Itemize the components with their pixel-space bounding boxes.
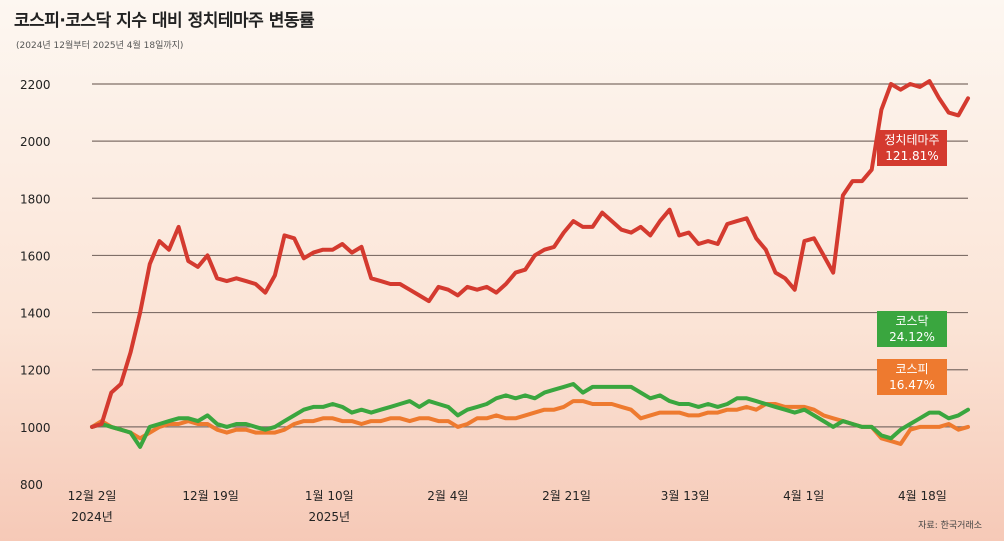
x-tick-label: 2월 21일 <box>542 489 591 503</box>
y-tick-label: 800 <box>20 478 43 492</box>
y-tick-label: 1400 <box>20 307 51 321</box>
label-kosdaq: 코스닥 24.12% <box>877 311 947 347</box>
y-tick-label: 1000 <box>20 421 51 435</box>
label-kosdaq-name: 코스닥 <box>895 314 929 328</box>
label-kospi-name: 코스피 <box>895 362 929 376</box>
x-tick-label: 4월 18일 <box>898 489 947 503</box>
y-tick-label: 2000 <box>20 135 51 149</box>
series-lines <box>90 79 970 449</box>
x-tick-label: 2월 4일 <box>427 489 468 503</box>
series-line-0 <box>90 79 970 429</box>
x-tick-label: 12월 2일 <box>68 489 117 503</box>
x-tick-sublabel: 2024년 <box>71 510 113 524</box>
label-theme-name: 정치테마주 <box>884 133 940 147</box>
chart-title: 코스피·코스닥 지수 대비 정치테마주 변동률 <box>14 11 315 31</box>
x-tick-label: 1월 10일 <box>305 489 354 503</box>
x-tick-label: 4월 1일 <box>783 489 824 503</box>
grid-lines <box>92 83 968 428</box>
x-axis: 12월 2일 2024년 12월 19일 1월 10일 2025년 2월 4일 2월 21일… <box>68 489 947 524</box>
y-tick-label: 1600 <box>20 249 51 263</box>
x-tick-label: 12월 19일 <box>182 489 238 503</box>
y-tick-label: 1200 <box>20 364 51 378</box>
series-line-1 <box>90 382 970 449</box>
label-kospi-change: 16.47% <box>889 378 935 392</box>
label-theme-change: 121.81% <box>885 149 939 163</box>
y-tick-label: 1800 <box>20 192 51 206</box>
label-kosdaq-change: 24.12% <box>889 330 935 344</box>
x-tick-sublabel: 2025년 <box>308 510 350 524</box>
source-note: 자료: 한국거래소 <box>918 521 982 531</box>
label-theme-stocks: 정치테마주 121.81% <box>877 130 947 166</box>
label-kospi: 코스피 16.47% <box>877 359 947 395</box>
x-tick-label: 3월 13일 <box>661 489 710 503</box>
y-tick-label: 2200 <box>20 78 51 92</box>
series-line-2 <box>90 399 970 446</box>
chart-subtitle: (2024년 12월부터 2025년 4월 18일까지) <box>16 41 184 51</box>
y-axis: 800 1000 1200 1400 1600 1800 2000 2200 <box>20 78 51 492</box>
